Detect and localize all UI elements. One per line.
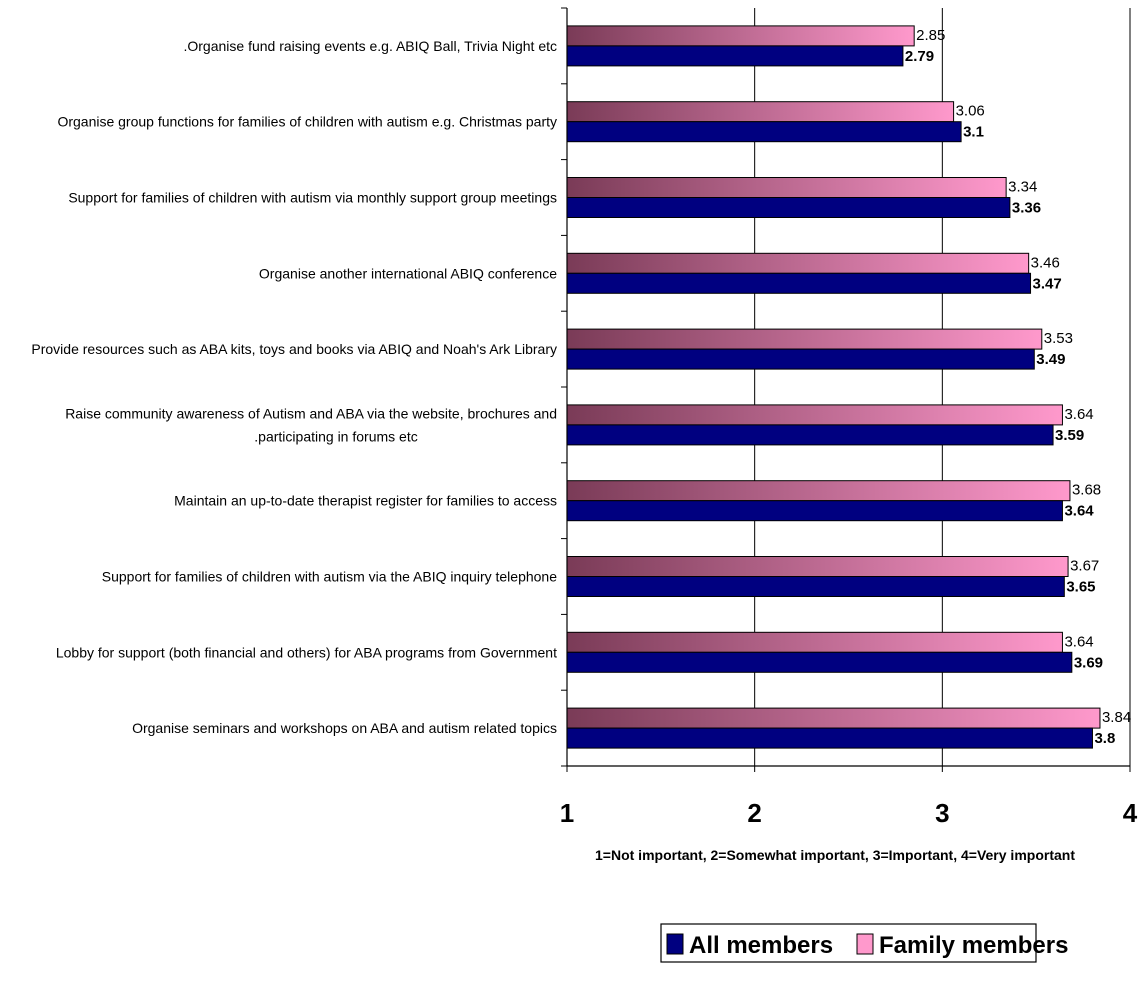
x-tick-labels: 1 2 3 4 — [560, 798, 1138, 828]
category-label: Support for families of children with au… — [102, 569, 557, 585]
axes — [561, 7, 1131, 772]
category-label: Organise another international ABIQ conf… — [259, 265, 557, 281]
x-tick-label-2: 2 — [747, 798, 761, 828]
bar-family-members — [566, 328, 1043, 350]
value-label-all: 3.47 — [1033, 275, 1062, 292]
bar-family-members — [566, 101, 955, 123]
x-tick-label-4: 4 — [1123, 798, 1138, 828]
bar-family-members — [566, 556, 1069, 577]
bar-all-members — [566, 197, 1011, 218]
category-label: Provide resources such as ABA kits, toys… — [31, 341, 557, 357]
value-label-all: 3.64 — [1064, 503, 1094, 520]
category-label: Organise group functions for families of… — [57, 114, 557, 130]
x-tick-label-3: 3 — [935, 798, 949, 828]
value-label-all: 3.69 — [1074, 654, 1103, 671]
bars — [566, 25, 1101, 749]
category-label: Support for families of children with au… — [68, 190, 557, 206]
x-axis-title: 1=Not important, 2=Somewhat important, 3… — [595, 847, 1075, 863]
category-label: .participating in forums etc — [254, 428, 417, 444]
legend: All members Family members — [660, 923, 1068, 963]
value-label-all: 3.65 — [1066, 579, 1095, 596]
bar-family-members — [566, 480, 1071, 502]
value-label-all: 3.1 — [963, 124, 984, 141]
category-labels: .Organise fund raising events e.g. ABIQ … — [31, 38, 557, 736]
bar-family-members — [566, 252, 1030, 274]
bar-all-members — [566, 727, 1093, 749]
value-label-all: 2.79 — [905, 48, 934, 65]
bar-family-members — [566, 177, 1007, 198]
legend-label-all: All members — [689, 932, 833, 959]
value-label-all: 3.36 — [1012, 200, 1041, 217]
category-label: .Organise fund raising events e.g. ABIQ … — [183, 38, 557, 54]
value-label-family: 3.67 — [1070, 558, 1099, 575]
value-label-all: 3.59 — [1055, 427, 1084, 444]
value-label-family: 3.68 — [1072, 482, 1101, 499]
category-label: Organise seminars and workshops on ABA a… — [132, 720, 557, 736]
legend-box — [660, 923, 1037, 963]
bar-family-members — [566, 25, 915, 47]
value-label-family: 3.53 — [1044, 330, 1073, 347]
bar-family-members — [566, 404, 1063, 426]
legend-swatch-all — [666, 933, 684, 955]
bar-all-members — [566, 45, 904, 67]
bar-family-members — [566, 631, 1063, 653]
category-label: Lobby for support (both financial and ot… — [56, 644, 557, 660]
value-label-all: 3.49 — [1036, 351, 1065, 368]
value-label-family: 3.46 — [1031, 254, 1060, 271]
bar-all-members — [566, 576, 1065, 597]
bar-all-members — [566, 348, 1035, 370]
category-label: Maintain an up-to-date therapist registe… — [174, 493, 557, 509]
x-tick-label-1: 1 — [560, 798, 574, 828]
legend-label-family: Family members — [879, 932, 1068, 959]
value-label-family: 3.34 — [1008, 179, 1037, 196]
bar-all-members — [566, 651, 1073, 673]
bar-all-members — [566, 272, 1032, 294]
value-label-family: 3.64 — [1064, 406, 1093, 423]
value-label-family: 3.84 — [1102, 709, 1131, 726]
bar-family-members — [566, 707, 1101, 729]
legend-swatch-family — [856, 933, 874, 955]
value-label-family: 3.64 — [1064, 633, 1093, 650]
value-labels: 2.85 2.79 3.06 3.1 3.34 3.36 3.46 3.47 3.53 3.49 3… — [905, 27, 1131, 747]
value-label-family: 2.85 — [916, 27, 945, 44]
value-label-family: 3.06 — [956, 103, 985, 120]
bar-all-members — [566, 121, 962, 143]
category-label: Raise community awareness of Autism and … — [65, 405, 557, 421]
value-label-all: 3.8 — [1094, 730, 1115, 747]
bar-all-members — [566, 424, 1054, 446]
bar-all-members — [566, 500, 1063, 522]
